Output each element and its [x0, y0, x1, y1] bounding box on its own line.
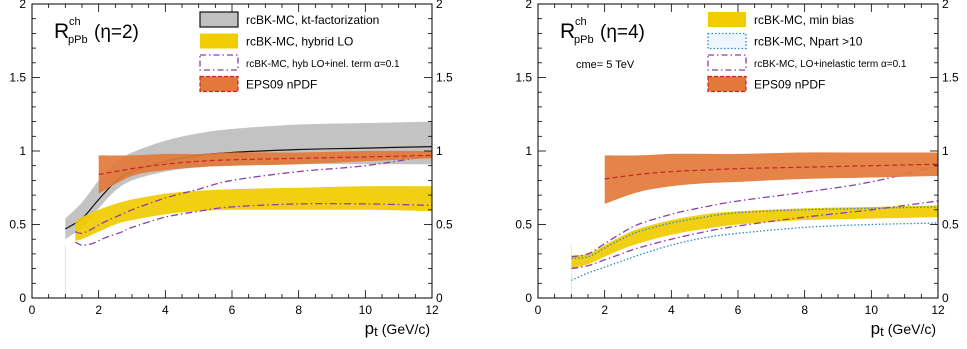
y-tick-label-right: 2 — [436, 0, 443, 11]
x-tick-label: 8 — [801, 303, 808, 317]
title-subscript: pPb — [68, 34, 88, 46]
x-tick-label: 10 — [865, 303, 879, 317]
x-tick-label: 10 — [359, 303, 373, 317]
legend-rcbk-mc-lo-inelastic-term-0-1-label: rcBK-MC, LO+inelastic term α=0.1 — [754, 59, 907, 70]
x-axis-label: pt (GeV/c) — [365, 319, 430, 339]
y-tick-label-right: 2 — [942, 0, 949, 11]
y-tick-label-left: 1.5 — [515, 71, 532, 85]
title-main: R — [54, 20, 69, 43]
x-axis-label-main: p — [871, 319, 880, 338]
y-tick-label-left: 0.5 — [9, 218, 26, 232]
legend-rcbk-mc-hybrid-lo-swatch — [200, 34, 238, 49]
x-tick-label: 12 — [425, 303, 439, 317]
x-tick-label: 2 — [601, 303, 608, 317]
y-tick-label-right: 1 — [942, 144, 949, 158]
y-tick-label-right: 1 — [436, 144, 443, 158]
x-tick-label: 4 — [668, 303, 675, 317]
series-rcbk-mc-hybrid-lo-band — [75, 186, 432, 241]
legend-rcbk-mc-kt-factorization-swatch — [200, 12, 238, 27]
x-tick-label: 6 — [229, 303, 236, 317]
x-axis-label-sub: t — [374, 324, 378, 339]
x-axis-label: pt (GeV/c) — [871, 319, 936, 339]
y-tick-label-left: 1.5 — [9, 71, 26, 85]
y-tick-label-left: 2 — [19, 0, 26, 11]
plot-area — [571, 152, 938, 298]
y-tick-label-right: 0 — [436, 291, 443, 305]
legend-eps09-npdf-label: EPS09 nPDF — [246, 78, 317, 92]
y-tick-label-left: 0 — [525, 291, 532, 305]
x-tick-label: 6 — [735, 303, 742, 317]
legend-eps09-npdf-swatch — [200, 77, 238, 92]
y-tick-label-right: 0.5 — [436, 218, 453, 232]
x-tick-label: 8 — [295, 303, 302, 317]
legend-rcbk-mc-hyb-lo-inel-term-0-1-swatch — [200, 55, 238, 70]
x-tick-label: 2 — [95, 303, 102, 317]
title-main: R — [560, 20, 575, 43]
legend-rcbk-mc-npart-10-swatch — [708, 34, 746, 49]
title-argument: (η=2) — [94, 22, 139, 43]
title-superscript: ch — [69, 16, 81, 28]
legend: rcBK-MC, min bias rcBK-MC, Npart >10 rcBK-… — [708, 12, 907, 92]
y-tick-label-right: 1.5 — [436, 71, 453, 85]
y-tick-label-left: 2 — [525, 0, 532, 11]
x-tick-label: 12 — [931, 303, 945, 317]
legend-rcbk-mc-npart-10-label: rcBK-MC, Npart >10 — [754, 35, 863, 49]
title-superscript: ch — [575, 16, 587, 28]
legend-rcbk-mc-min-bias-swatch — [708, 12, 746, 27]
y-tick-label-right: 1.5 — [942, 71, 959, 85]
legend-rcbk-mc-min-bias-label: rcBK-MC, min bias — [754, 13, 854, 27]
legend-rcbk-mc-hyb-lo-inel-term-0-1-label: rcBK-MC, hyb LO+inel. term α=0.1 — [246, 59, 400, 70]
title-argument: (η=4) — [600, 22, 645, 43]
x-tick-label: 4 — [162, 303, 169, 317]
title-subscript: pPb — [574, 34, 594, 46]
y-tick-label-left: 1 — [525, 144, 532, 158]
x-tick-label: 0 — [535, 303, 542, 317]
legend-rcbk-mc-lo-inelastic-term-0-1-swatch — [708, 55, 746, 70]
y-tick-label-right: 0 — [942, 291, 949, 305]
x-axis-label-sub: t — [880, 324, 884, 339]
x-axis-label-unit: (GeV/c) — [382, 321, 430, 337]
series-rcbk-mc-npart-10-line-lower — [571, 223, 938, 280]
series-rcbk-mc-hybrid-lo — [75, 186, 432, 241]
x-axis-label-main: p — [365, 319, 374, 338]
legend-rcbk-mc-kt-factorization-label: rcBK-MC, kt-factorization — [246, 13, 379, 27]
legend-rcbk-mc-hybrid-lo-label: rcBK-MC, hybrid LO — [246, 35, 353, 49]
legend-eps09-npdf-swatch — [708, 77, 746, 92]
x-tick-label: 0 — [29, 303, 36, 317]
y-tick-label-left: 0.5 — [515, 218, 532, 232]
x-axis-label-unit: (GeV/c) — [888, 321, 936, 337]
y-tick-label-left: 0 — [19, 291, 26, 305]
y-tick-label-left: 1 — [19, 144, 26, 158]
legend-eps09-npdf-label: EPS09 nPDF — [754, 78, 825, 92]
legend: rcBK-MC, kt-factorization rcBK-MC, hybrid… — [200, 12, 400, 92]
energy-annotation: cme= 5 TeV — [576, 59, 635, 71]
y-tick-label-right: 0.5 — [942, 218, 959, 232]
plot-area — [65, 122, 432, 298]
